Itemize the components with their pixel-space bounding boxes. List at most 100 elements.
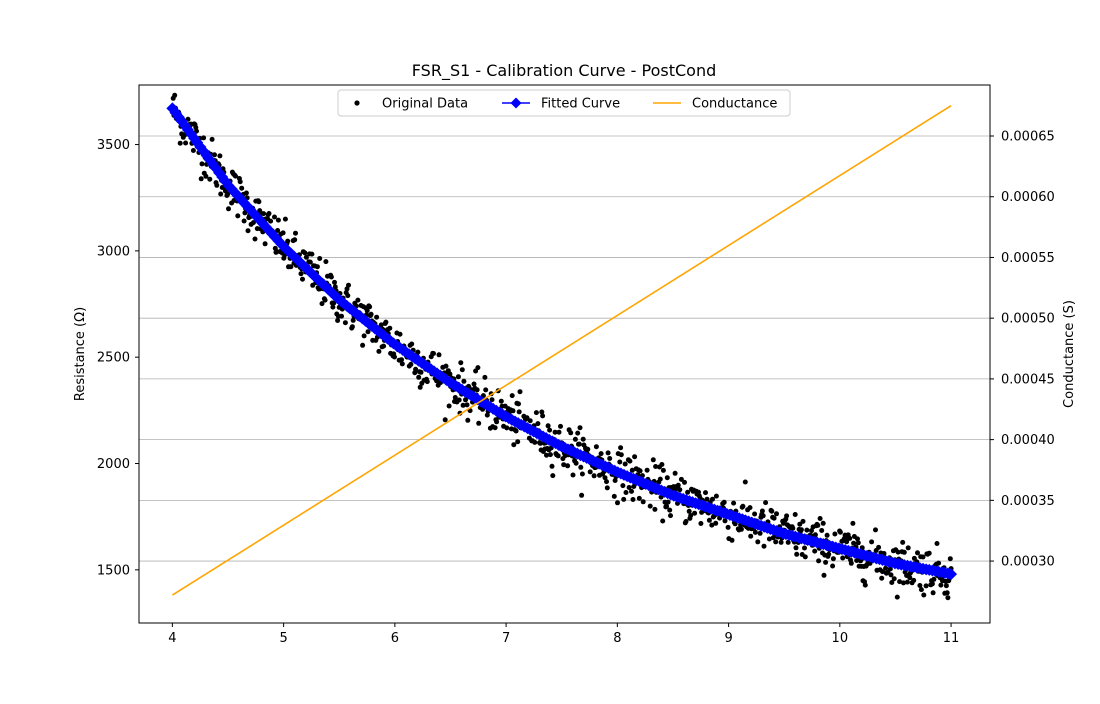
original-data-point <box>300 276 305 282</box>
x-tick-label: 9 <box>724 631 732 646</box>
original-data-point <box>549 463 555 469</box>
original-data-point <box>482 374 488 380</box>
original-data-point <box>675 482 681 488</box>
original-data-point <box>303 254 309 260</box>
original-data-point <box>555 453 561 459</box>
y2-tick-label: 0.00045 <box>1001 372 1055 387</box>
original-data-point <box>804 527 810 533</box>
original-data-point <box>233 173 238 179</box>
original-data-point <box>677 487 683 493</box>
original-data-point <box>710 496 715 502</box>
original-data-point <box>418 369 424 375</box>
original-data-point <box>626 485 632 490</box>
original-data-point <box>742 479 748 485</box>
original-data-point <box>888 572 894 578</box>
original-data-point <box>397 331 403 337</box>
original-data-point <box>678 476 684 482</box>
x-tick-label: 6 <box>391 631 399 646</box>
original-data-point <box>524 415 530 421</box>
original-data-point <box>494 419 500 425</box>
original-data-point <box>561 462 567 468</box>
y-tick-label: 1500 <box>97 563 130 578</box>
original-data-point <box>262 241 268 247</box>
original-data-point <box>844 539 850 545</box>
original-data-point <box>755 539 761 545</box>
original-data-point <box>769 508 775 514</box>
fitted-curve-marker <box>945 568 958 581</box>
original-data-point <box>800 518 806 524</box>
original-data-point <box>630 497 636 502</box>
original-data-point <box>367 304 373 310</box>
original-data-point <box>660 467 666 473</box>
original-data-point <box>858 558 864 564</box>
original-data-point <box>436 352 442 358</box>
original-data-point <box>879 575 885 581</box>
original-data-point <box>323 259 329 265</box>
y-axis-label: Resistance (Ω) <box>73 307 88 401</box>
original-data-point <box>533 410 539 416</box>
y2-axis-label: Conductance (S) <box>1062 300 1077 408</box>
original-data-point <box>365 329 371 335</box>
original-data-point <box>855 536 860 542</box>
original-data-point <box>607 456 613 461</box>
original-data-point <box>703 490 708 496</box>
fitted-curve-marker <box>178 119 191 132</box>
original-data-point <box>587 469 593 475</box>
original-data-point <box>824 532 830 538</box>
original-data-point <box>492 425 498 431</box>
original-data-point <box>757 530 763 536</box>
original-data-point <box>823 559 829 565</box>
original-data-point <box>847 535 853 541</box>
original-data-point <box>484 412 490 418</box>
original-data-point <box>622 461 628 467</box>
original-data-point <box>214 182 220 188</box>
original-data-point <box>738 526 744 532</box>
original-data-point <box>261 211 267 217</box>
original-data-point <box>504 425 510 431</box>
original-data-point <box>867 560 873 566</box>
original-data-point <box>237 179 243 185</box>
original-data-point <box>598 451 604 457</box>
original-data-point <box>572 436 578 442</box>
original-data-point <box>415 349 421 355</box>
original-data-point <box>593 444 599 450</box>
original-data-point <box>513 428 519 434</box>
original-data-point <box>604 485 610 491</box>
original-data-point <box>704 496 710 502</box>
original-data-point <box>908 570 913 576</box>
original-data-point <box>650 457 656 463</box>
original-data-point <box>510 408 516 414</box>
original-data-point <box>540 413 546 419</box>
original-data-point <box>930 590 936 596</box>
original-data-point <box>652 506 658 512</box>
original-data-point <box>722 518 728 524</box>
original-data-point <box>848 560 854 566</box>
x-tick-label: 4 <box>168 631 176 646</box>
original-data-point <box>565 463 571 469</box>
original-data-point <box>302 250 308 256</box>
original-data-point <box>245 228 251 234</box>
original-data-point <box>627 458 633 464</box>
original-data-point <box>692 510 698 516</box>
original-data-point <box>895 549 901 555</box>
original-data-point <box>460 402 466 408</box>
original-data-point <box>880 569 885 575</box>
original-data-point <box>256 199 262 205</box>
original-data-point <box>936 560 942 566</box>
original-data-point <box>266 211 272 216</box>
original-data-point <box>632 454 638 460</box>
original-data-point <box>688 513 694 518</box>
original-data-point <box>252 236 258 242</box>
original-data-point <box>905 545 911 551</box>
original-data-point <box>547 452 553 458</box>
original-data-point <box>417 384 423 390</box>
original-data-point <box>629 488 634 494</box>
original-data-point <box>345 293 351 299</box>
original-data-point <box>243 190 249 196</box>
original-data-point <box>335 318 341 323</box>
y2-tick-label: 0.00040 <box>1001 433 1055 448</box>
original-data-point <box>544 452 549 458</box>
original-data-point <box>517 389 523 395</box>
original-data-point <box>665 499 671 505</box>
